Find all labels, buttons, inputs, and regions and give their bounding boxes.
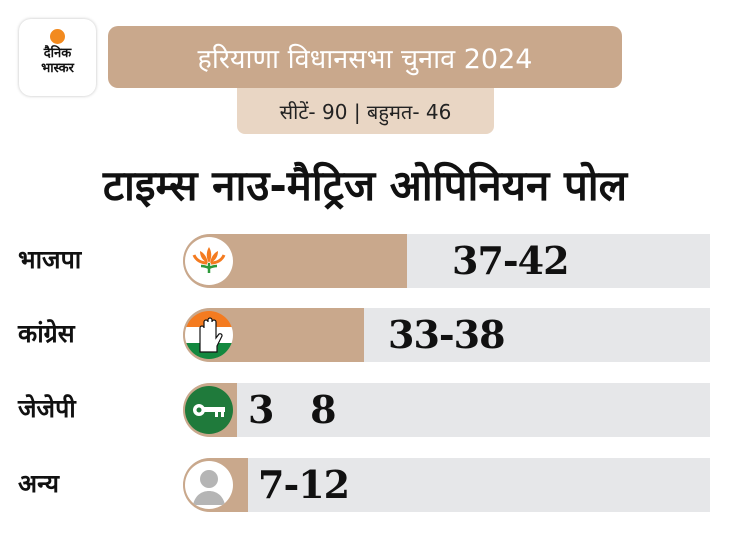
lotus-icon bbox=[185, 237, 233, 285]
seat-range-label: 33-38 bbox=[388, 312, 506, 357]
bar-row: कांग्रेस 33-38 bbox=[0, 308, 730, 362]
logo-line2: भास्कर bbox=[41, 61, 74, 76]
seat-range-label: 37-42 bbox=[452, 238, 570, 283]
party-name: कांग्रेस bbox=[18, 319, 75, 348]
seat-range-label: 3 8 bbox=[248, 387, 337, 432]
chart-title: टाइम्स नाउ-मैट्रिज ओपिनियन पोल bbox=[102, 161, 628, 210]
bar-row: अन्य 7-12 bbox=[0, 458, 730, 512]
party-name: अन्य bbox=[18, 469, 59, 498]
party-name: जेजेपी bbox=[18, 394, 76, 423]
logo-line1: दैनिक bbox=[43, 46, 72, 61]
bar-track bbox=[183, 234, 710, 288]
sun-icon bbox=[50, 29, 65, 44]
hand-icon bbox=[185, 311, 233, 359]
header-subtitle: सीटें- 90 | बहुमत- 46 bbox=[237, 88, 494, 134]
key-icon bbox=[185, 386, 233, 434]
person-icon bbox=[185, 461, 233, 509]
dainik-bhaskar-logo: दैनिक भास्कर bbox=[19, 19, 96, 96]
party-name: भाजपा bbox=[18, 245, 82, 274]
header-title: हरियाणा विधानसभा चुनाव 2024 bbox=[108, 26, 622, 88]
bar-row: जेजेपी 3 8 bbox=[0, 383, 730, 437]
bar-row: भाजपा 37-42 bbox=[0, 234, 730, 288]
seat-range-label: 7-12 bbox=[258, 462, 350, 507]
